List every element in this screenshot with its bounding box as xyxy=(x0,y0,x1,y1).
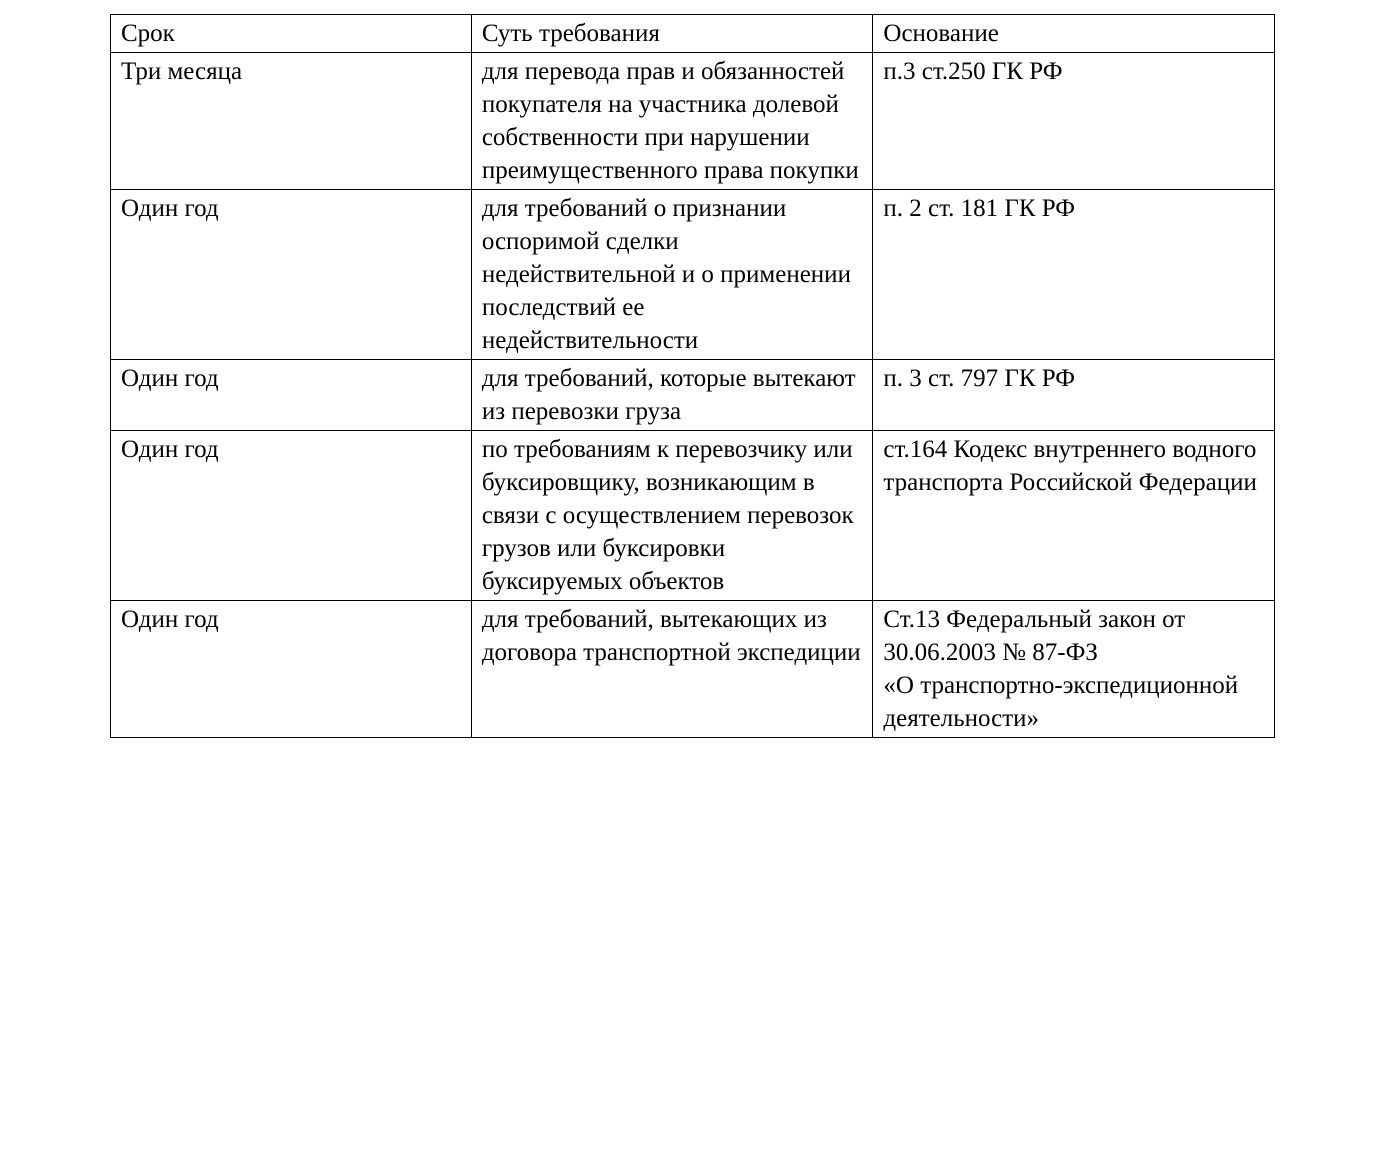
cell-claim: для перевода прав и обязанностей покупат… xyxy=(471,53,873,190)
cell-claim: для требований, вытекающих из договора т… xyxy=(471,601,873,738)
cell-term: Один год xyxy=(111,601,472,738)
col-header-claim: Суть требования xyxy=(471,15,873,53)
limitation-periods-table: Срок Суть требования Основание Три месяц… xyxy=(110,14,1275,738)
cell-term: Один год xyxy=(111,190,472,360)
table-header-row: Срок Суть требования Основание xyxy=(111,15,1275,53)
cell-basis: ст.164 Кодекс внутреннего водного трансп… xyxy=(873,431,1275,601)
cell-basis: п. 2 ст. 181 ГК РФ xyxy=(873,190,1275,360)
cell-basis: п. 3 ст. 797 ГК РФ xyxy=(873,360,1275,431)
cell-term: Три месяца xyxy=(111,53,472,190)
cell-claim: по требованиям к перевозчику или буксиро… xyxy=(471,431,873,601)
cell-term: Один год xyxy=(111,360,472,431)
table-row: Один год по требованиям к перевозчику ил… xyxy=(111,431,1275,601)
table-row: Три месяца для перевода прав и обязаннос… xyxy=(111,53,1275,190)
document-page: Срок Суть требования Основание Три месяц… xyxy=(0,0,1385,768)
cell-basis: п.3 ст.250 ГК РФ xyxy=(873,53,1275,190)
cell-claim: для требований о признании оспоримой сде… xyxy=(471,190,873,360)
cell-term: Один год xyxy=(111,431,472,601)
table-row: Один год для требований, вытекающих из д… xyxy=(111,601,1275,738)
col-header-basis: Основание xyxy=(873,15,1275,53)
cell-claim: для требований, которые вытекают из пере… xyxy=(471,360,873,431)
cell-basis: Ст.13 Федеральный закон от 30.06.2003 № … xyxy=(873,601,1275,738)
col-header-term: Срок xyxy=(111,15,472,53)
table-row: Один год для требований о признании оспо… xyxy=(111,190,1275,360)
table-row: Один год для требований, которые вытекаю… xyxy=(111,360,1275,431)
